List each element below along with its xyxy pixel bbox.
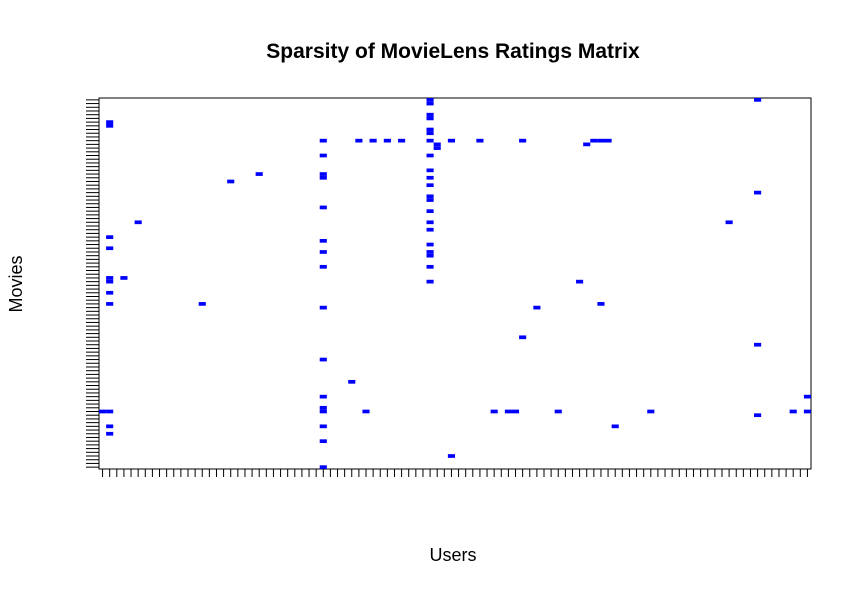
rating-cell [433,142,441,147]
rating-cell [319,238,327,243]
rating-cell [754,190,762,195]
rating-cell [426,194,434,199]
rating-cell [426,242,434,247]
rating-cell [583,142,591,147]
rating-cell [426,127,434,132]
y-axis-ticks [86,99,99,468]
rating-cell [426,153,434,158]
rating-cell [426,112,434,117]
rating-cell [433,146,441,150]
rating-cell [319,409,327,414]
rating-cell [319,465,327,469]
rating-cell [106,409,114,414]
rating-cell [106,235,114,239]
rating-cell [426,98,434,102]
rating-cell [106,424,114,429]
rating-cell [319,439,327,444]
rating-cell [426,264,434,269]
rating-cell [319,175,327,180]
rating-cell [511,409,520,414]
rating-cell [590,138,598,143]
rating-cell [106,279,114,284]
rating-cell [426,131,434,136]
rating-cell [754,413,762,418]
rating-cell [348,379,356,384]
rating-cell [554,409,562,414]
rating-cell [426,227,434,232]
plot-frame [98,97,812,470]
rating-cell [426,279,434,284]
rating-cell [134,220,142,225]
rating-cell [319,305,327,310]
y-axis-label: Movies [6,255,26,312]
rating-cell [319,357,327,362]
rating-cell [426,220,434,225]
rating-cell [227,179,235,184]
rating-cell [319,250,327,254]
rating-cell [426,116,434,121]
rating-cell [519,138,527,143]
rating-cell [319,264,327,269]
rating-cell [754,342,762,347]
rating-cell [106,302,114,306]
rating-cell [319,394,327,399]
rating-cell [319,138,327,143]
rating-cell [597,138,605,143]
rating-cell [319,172,327,176]
rating-cell [426,138,434,143]
rating-cell [369,138,377,143]
rating-cell [362,409,370,414]
rating-cell [725,220,733,225]
rating-cell [106,246,114,251]
rating-cell [99,409,107,414]
rating-cell [803,394,811,399]
rating-cell [426,168,434,173]
rating-cell [426,250,434,254]
rating-cell [383,138,391,143]
rating-cell [426,198,434,202]
rating-cell [611,424,619,429]
rating-cell [355,138,363,143]
x-axis-label: Users [429,545,476,565]
rating-cell [426,209,434,214]
rating-cell [198,302,206,306]
rating-cell [106,290,114,295]
rating-cell [604,138,612,143]
rating-cell [789,409,797,414]
rating-cell [106,431,114,436]
rating-cell [597,302,605,306]
rating-cell [476,138,484,143]
rating-cell [754,98,762,102]
rating-cell [647,409,655,414]
rating-cell [447,454,455,458]
rating-cell [803,409,811,414]
rating-cell [106,120,114,124]
rating-cell [319,424,327,429]
chart-title: Sparsity of MovieLens Ratings Matrix [266,40,640,63]
rating-cell [426,175,434,180]
rating-cell [398,138,406,143]
x-axis-ticks [102,469,808,477]
rating-cell [490,409,498,414]
rating-cell [576,279,584,284]
rating-cell [106,123,114,128]
rating-cell [519,335,527,340]
rating-cell [255,172,263,176]
rating-cell [120,276,128,280]
rating-cell [319,205,327,210]
rating-cell [447,138,455,143]
rating-cell [319,405,327,410]
rating-cell [319,153,327,158]
rating-cell [426,183,434,188]
rating-cell [426,101,434,106]
rating-cells [99,98,811,469]
rating-cell [504,409,512,414]
rating-cell [426,253,434,258]
rating-cell [533,305,541,310]
rating-cell [106,276,114,280]
